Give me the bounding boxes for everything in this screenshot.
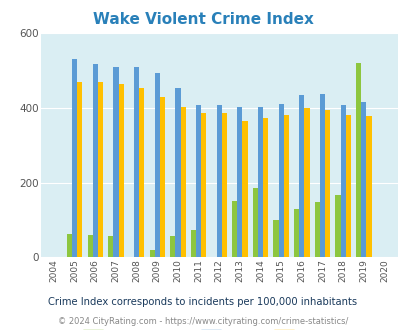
Bar bbox=[242, 121, 247, 257]
Bar bbox=[345, 115, 350, 257]
Text: © 2024 CityRating.com - https://www.cityrating.com/crime-statistics/: © 2024 CityRating.com - https://www.city… bbox=[58, 317, 347, 326]
Bar bbox=[360, 102, 365, 257]
Bar bbox=[262, 118, 268, 257]
Bar bbox=[319, 94, 324, 257]
Bar bbox=[108, 236, 113, 257]
Bar bbox=[149, 250, 154, 257]
Bar bbox=[340, 105, 345, 257]
Bar bbox=[273, 220, 278, 257]
Bar bbox=[113, 67, 118, 257]
Bar bbox=[324, 110, 329, 257]
Bar bbox=[87, 235, 92, 257]
Bar bbox=[154, 73, 160, 257]
Bar bbox=[190, 230, 196, 257]
Bar bbox=[139, 88, 144, 257]
Bar bbox=[72, 59, 77, 257]
Text: Wake Violent Crime Index: Wake Violent Crime Index bbox=[92, 12, 313, 26]
Bar bbox=[77, 82, 82, 257]
Bar bbox=[293, 209, 298, 257]
Bar bbox=[335, 195, 340, 257]
Bar bbox=[170, 236, 175, 257]
Text: Crime Index corresponds to incidents per 100,000 inhabitants: Crime Index corresponds to incidents per… bbox=[48, 297, 357, 307]
Bar bbox=[180, 107, 185, 257]
Bar bbox=[314, 202, 319, 257]
Bar bbox=[160, 97, 164, 257]
Bar bbox=[196, 105, 200, 257]
Bar bbox=[365, 115, 371, 257]
Bar bbox=[134, 67, 139, 257]
Bar bbox=[221, 113, 226, 257]
Bar bbox=[118, 84, 124, 257]
Bar bbox=[252, 188, 257, 257]
Bar bbox=[92, 64, 98, 257]
Bar bbox=[67, 234, 72, 257]
Bar bbox=[283, 115, 288, 257]
Bar bbox=[98, 82, 103, 257]
Bar bbox=[232, 201, 237, 257]
Bar bbox=[175, 88, 180, 257]
Bar bbox=[216, 105, 221, 257]
Bar bbox=[304, 108, 309, 257]
Bar bbox=[278, 104, 283, 257]
Bar bbox=[298, 95, 304, 257]
Bar bbox=[237, 108, 242, 257]
Bar bbox=[257, 107, 262, 257]
Bar bbox=[200, 113, 206, 257]
Bar bbox=[355, 63, 360, 257]
